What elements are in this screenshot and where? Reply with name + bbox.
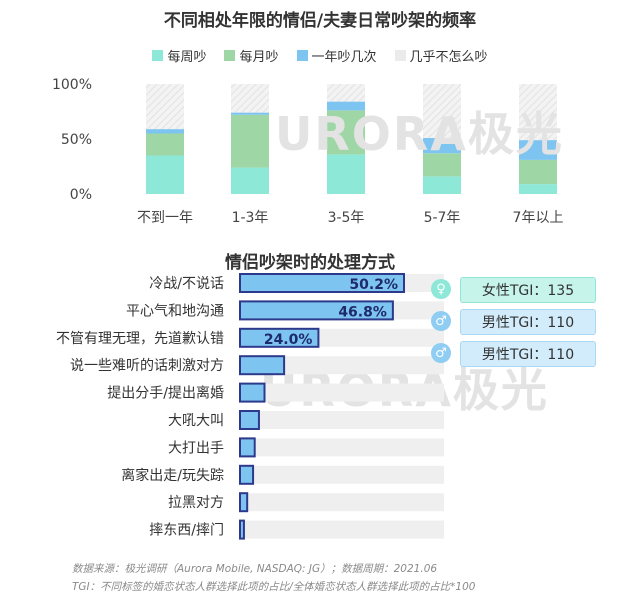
bar-segment [519, 184, 557, 194]
legend-label: 每周吵 [167, 50, 207, 65]
footer-note: TGI：不同标签的婚恋状态人群选择此项的占比/全体婚恋状态人群选择此项的占比*1… [72, 581, 476, 593]
legend-swatch [152, 50, 164, 61]
category-label: 平心气和地沟通 [126, 303, 224, 319]
category-label: 离家出走/玩失踪 [121, 467, 224, 484]
bar [239, 300, 394, 321]
category-label: 拉黑对方 [168, 495, 224, 511]
bar-track [240, 356, 444, 375]
bar-segment [519, 84, 557, 141]
legend-swatch [394, 50, 406, 61]
bar-segment [231, 112, 269, 115]
bar-segment [327, 101, 365, 111]
y-tick-label: 0% [70, 187, 92, 203]
bar [239, 382, 266, 403]
chart1-title: 不同相处年限的情侣/夫妻日常吵架的频率 [163, 11, 477, 31]
bar-track [240, 438, 444, 457]
tgi-tag: 女性TGI：135 [460, 277, 596, 303]
x-tick-label: 1-3年 [232, 210, 269, 226]
legend-item-weekly: 每周吵 [152, 46, 206, 65]
legend-label: 一年吵几次 [311, 50, 377, 65]
bar-track [240, 465, 444, 484]
male-icon: ♂ [431, 343, 451, 363]
category-label: 大打出手 [168, 439, 224, 456]
x-tick-label: 3-5年 [328, 210, 365, 226]
bar-track [240, 520, 444, 539]
bar-track [240, 411, 444, 429]
legend-swatch [224, 50, 236, 61]
bar-segment [423, 153, 461, 177]
category-label: 不管有理无理，先道歉认错 [56, 330, 224, 347]
chart1-legend: 每周吵 每月吵 一年吵几次 几乎不怎么吵 [0, 46, 640, 65]
bar-segment [327, 110, 365, 155]
bar-segment [231, 114, 269, 168]
bar [239, 464, 255, 485]
x-tick-label: 7年以上 [513, 210, 564, 226]
footer-source: 数据来源：极光调研（Aurora Mobile, NASDAQ: JG）；数据周… [72, 563, 438, 575]
bar-segment [423, 137, 461, 154]
bar-segment [146, 129, 184, 134]
bar-segment [146, 155, 184, 194]
data-label: 24.0% [264, 332, 313, 348]
bar-segment [519, 159, 557, 185]
y-tick-label: 100% [52, 77, 92, 93]
bar-segment [423, 84, 461, 138]
data-label: 46.8% [338, 304, 387, 320]
bar [239, 327, 320, 348]
bar-segment [327, 84, 365, 102]
bar-segment [423, 176, 461, 194]
bar-segment [146, 84, 184, 130]
category-label: 摔东西/摔门 [149, 522, 224, 539]
legend-swatch [296, 50, 308, 61]
tgi-tag: 男性TGI：110 [460, 309, 596, 335]
legend-item-rarely: 几乎不怎么吵 [394, 46, 488, 65]
bar-segment [231, 84, 269, 113]
bar [239, 492, 249, 513]
legend-label: 几乎不怎么吵 [409, 50, 488, 65]
bar-segment [231, 167, 269, 194]
category-label: 冷战/不说话 [149, 276, 224, 292]
x-tick-label: 5-7年 [424, 210, 461, 226]
bar [239, 437, 256, 458]
legend-item-monthly: 每月吵 [224, 46, 279, 65]
chart2-title: 情侣吵架时的处理方式 [225, 253, 395, 273]
bar-track [240, 493, 444, 512]
category-label: 说一些难听的话刺激对方 [70, 357, 224, 374]
legend-item-yearly: 一年吵几次 [296, 46, 377, 65]
bar [239, 273, 405, 293]
x-tick-label: 不到一年 [137, 210, 193, 226]
bar [239, 410, 260, 430]
y-tick-label: 50% [61, 132, 92, 148]
female-icon: ♀ [431, 279, 451, 299]
legend-label: 每月吵 [239, 50, 279, 65]
bar [239, 355, 286, 376]
watermark-text: URORA极光 [275, 107, 564, 161]
category-label: 提出分手/提出离婚 [107, 385, 224, 402]
bar-track [240, 383, 444, 402]
bar-segment [146, 133, 184, 156]
bar-segment [519, 140, 557, 160]
male-icon: ♂ [431, 311, 451, 331]
bar-segment [327, 154, 365, 194]
bar [239, 519, 245, 540]
tgi-tag: 男性TGI：110 [460, 341, 596, 367]
category-label: 大吼大叫 [168, 413, 224, 429]
data-label: 50.2% [349, 277, 398, 293]
